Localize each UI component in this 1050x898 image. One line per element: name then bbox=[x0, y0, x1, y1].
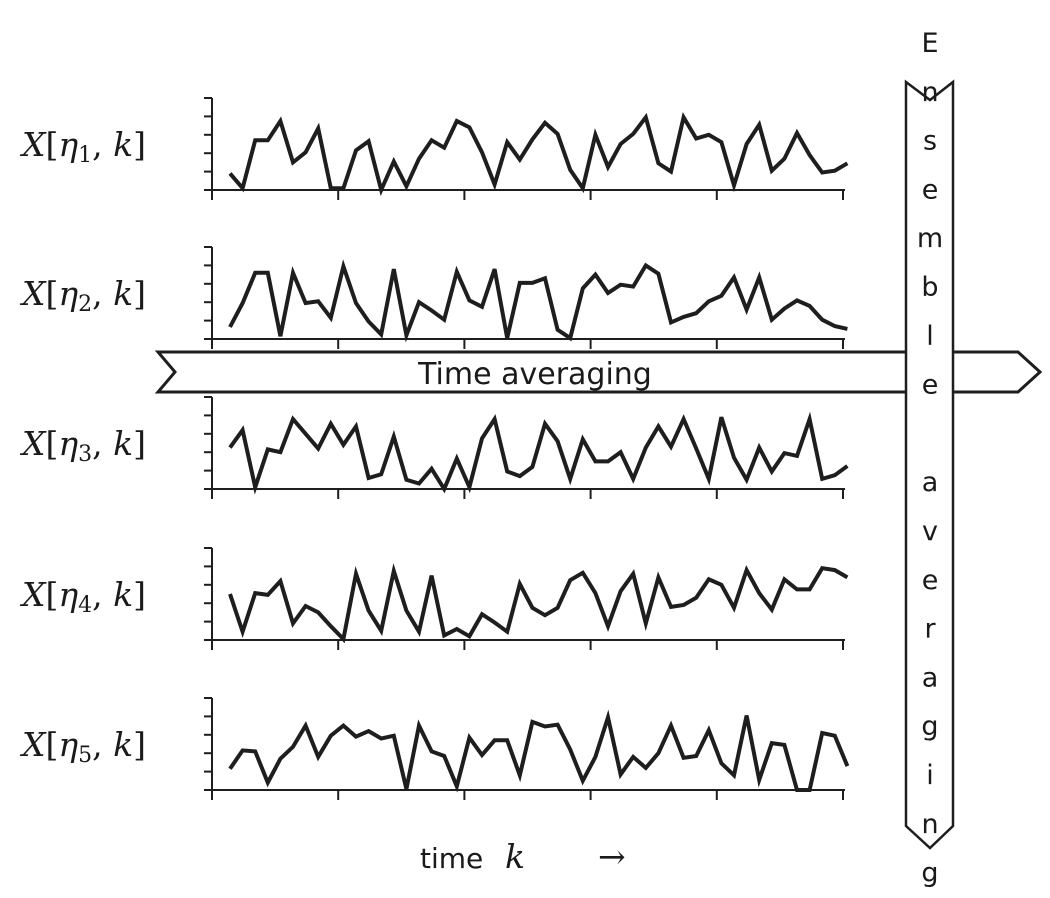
label-comma: , bbox=[92, 725, 113, 764]
panel-4: X[η4, k] bbox=[19, 547, 849, 650]
ensemble-letter: r bbox=[924, 614, 936, 645]
label-eta: η bbox=[58, 125, 78, 164]
label-idx: k bbox=[113, 125, 133, 164]
time-averaging-label: Time averaging bbox=[417, 357, 652, 392]
ensemble-letter: i bbox=[926, 760, 934, 791]
panel-label: X[η4, k] bbox=[19, 575, 146, 618]
label-var: X bbox=[19, 725, 47, 764]
label-bracket-open: [ bbox=[46, 424, 59, 463]
ensemble-letter: e bbox=[922, 174, 939, 205]
label-comma: , bbox=[92, 125, 113, 164]
label-bracket-close: ] bbox=[133, 125, 146, 164]
label-sub: 2 bbox=[78, 292, 92, 317]
signal-line bbox=[228, 259, 848, 343]
label-bracket-close: ] bbox=[133, 274, 146, 313]
label-eta: η bbox=[58, 424, 78, 463]
panel-label: X[η5, k] bbox=[19, 725, 146, 768]
ensemble-letter: E bbox=[921, 28, 938, 59]
x-axis-label: time k → bbox=[420, 837, 626, 876]
ensemble-letter: b bbox=[921, 272, 938, 303]
signal-panels: X[η1, k]X[η2, k]X[η3, k]X[η4, k]X[η5, k] bbox=[19, 97, 850, 800]
ensemble-letter: g bbox=[921, 711, 938, 742]
ensemble-letter: a bbox=[922, 662, 939, 693]
ensemble-letter: s bbox=[923, 126, 937, 157]
label-bracket-open: [ bbox=[46, 725, 59, 764]
ensemble-letter: m bbox=[917, 223, 943, 254]
ensemble-averaging-arrow-shape bbox=[904, 79, 955, 850]
ensemble-letter: g bbox=[921, 858, 938, 889]
signal-line bbox=[228, 563, 849, 644]
label-idx: k bbox=[113, 575, 133, 614]
label-bracket-close: ] bbox=[133, 424, 146, 463]
ensemble-letter: v bbox=[922, 516, 938, 547]
x-axis-label-var: k bbox=[505, 837, 525, 876]
label-sub: 4 bbox=[78, 593, 92, 618]
panel-1: X[η1, k] bbox=[19, 97, 849, 200]
signal-line bbox=[228, 411, 849, 495]
ensemble-letter: n bbox=[921, 77, 938, 108]
ensemble-letter: e bbox=[922, 370, 939, 401]
signal-line bbox=[228, 112, 849, 197]
panel-label: X[η2, k] bbox=[19, 274, 146, 317]
label-comma: , bbox=[92, 424, 113, 463]
label-var: X bbox=[19, 125, 47, 164]
x-axis-arrow-icon: → bbox=[598, 837, 626, 876]
time-averaging-arrow-shape bbox=[154, 350, 1043, 394]
panel-label: X[η1, k] bbox=[19, 125, 146, 168]
ensemble-letter: n bbox=[921, 809, 938, 840]
label-bracket-close: ] bbox=[133, 575, 146, 614]
label-eta: η bbox=[58, 274, 78, 313]
label-comma: , bbox=[92, 274, 113, 313]
label-var: X bbox=[19, 575, 47, 614]
label-var: X bbox=[19, 274, 47, 313]
signal-line bbox=[228, 709, 850, 793]
label-idx: k bbox=[113, 274, 133, 313]
ensemble-letter: l bbox=[926, 321, 934, 352]
ensemble-letter: a bbox=[922, 467, 939, 498]
time-averaging-arrow: Time averaging bbox=[154, 350, 1043, 394]
label-sub: 3 bbox=[78, 442, 92, 467]
panel-5: X[η5, k] bbox=[19, 697, 850, 800]
label-idx: k bbox=[113, 725, 133, 764]
panel-3: X[η3, k] bbox=[19, 396, 849, 499]
label-sub: 5 bbox=[78, 743, 92, 768]
label-sub: 1 bbox=[78, 143, 92, 168]
panel-2: X[η2, k] bbox=[19, 246, 848, 349]
label-var: X bbox=[19, 424, 47, 463]
label-eta: η bbox=[58, 575, 78, 614]
label-comma: , bbox=[92, 575, 113, 614]
label-bracket-open: [ bbox=[46, 125, 59, 164]
label-eta: η bbox=[58, 725, 78, 764]
panel-label: X[η3, k] bbox=[19, 424, 146, 467]
x-axis-label-text: time bbox=[420, 842, 483, 875]
label-bracket-open: [ bbox=[46, 274, 59, 313]
label-idx: k bbox=[113, 424, 133, 463]
label-bracket-open: [ bbox=[46, 575, 59, 614]
ensemble-letter: e bbox=[922, 565, 939, 596]
label-bracket-close: ] bbox=[133, 725, 146, 764]
